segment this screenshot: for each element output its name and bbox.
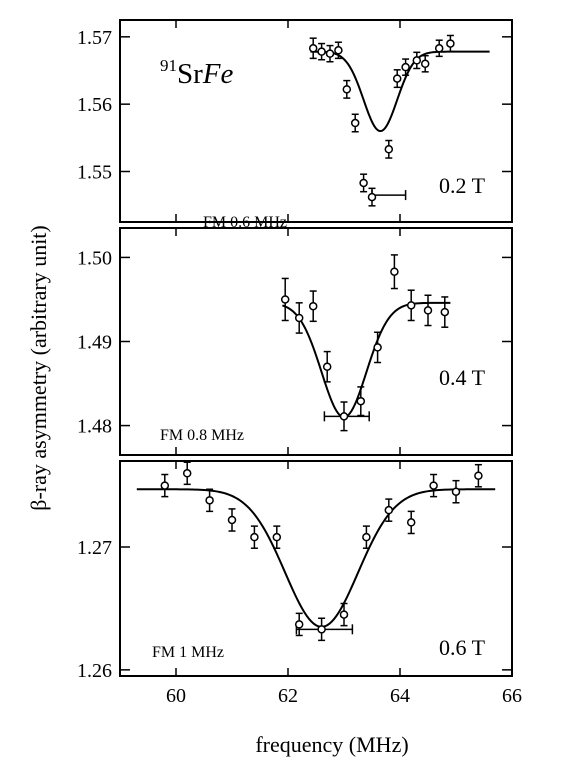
x-tick-label: 64 (390, 685, 410, 707)
data-point (373, 343, 382, 352)
panel-2: 1.48 1.49 1.50 0.4 T FM 0.8 MHz (77, 227, 513, 456)
data-point (339, 610, 349, 619)
y-tick-label: 1.26 (77, 660, 112, 682)
data-point (434, 44, 444, 53)
data-point (384, 145, 394, 154)
sample-mass: 91 (160, 56, 177, 75)
data-point (390, 267, 399, 276)
panels-group: 1.55 1.56 1.57 0.2 T FM 0.6 MHz 1.48 1.49 1.50 0… (77, 19, 522, 707)
x-tick-label: 66 (502, 685, 522, 707)
data-point (446, 39, 455, 48)
data-point (392, 74, 402, 83)
fit-curve (282, 301, 451, 419)
sample-label: 91SrFe (160, 56, 234, 90)
data-point (367, 192, 377, 202)
x-axis-label: frequency (MHz) (255, 732, 408, 757)
data-point (362, 532, 371, 542)
data-point (406, 518, 416, 527)
data-point (205, 496, 214, 505)
panel-frame (119, 460, 513, 677)
data-point (440, 307, 450, 317)
data-point (227, 515, 237, 525)
data-point (272, 532, 282, 542)
sample-element: Sr (177, 58, 203, 90)
y-tick-label: 1.55 (77, 162, 112, 184)
data-point (420, 59, 430, 69)
data-point (317, 625, 326, 634)
panel-1: 1.55 1.56 1.57 0.2 T FM 0.6 MHz (77, 19, 513, 231)
data-point (423, 306, 433, 315)
data-point (429, 481, 438, 490)
data-point (342, 85, 352, 94)
panel-3: 1.26 1.27 60 62 64 66 0.6 T FM 1 MHz (77, 460, 522, 707)
y-axis-label: β-ray asymmetry (arbitrary unit) (26, 225, 51, 510)
y-tick-label: 1.49 (77, 332, 112, 354)
x-tick-label: 62 (278, 685, 298, 707)
y-tick-label: 1.48 (77, 416, 112, 438)
data-point (280, 295, 290, 304)
data-point (317, 47, 326, 56)
fit-curve (310, 50, 490, 133)
panel-frame (119, 19, 513, 223)
data-point (356, 396, 366, 406)
data-point (384, 505, 394, 515)
labels-group: 91SrFe frequency (MHz) β-ray asymmetry (… (26, 56, 409, 757)
data-point (294, 313, 304, 323)
field-label: 0.2 T (439, 173, 486, 198)
field-label: 0.6 T (439, 635, 486, 660)
fm-label: FM 0.6 MHz (203, 214, 287, 231)
sample-host: Fe (202, 58, 234, 90)
x-tick-label: 60 (166, 685, 186, 707)
panel-frame (119, 227, 513, 456)
data-point (350, 118, 360, 128)
data-point (474, 471, 483, 480)
data-point (339, 412, 349, 421)
data-point (308, 44, 318, 53)
data-point (308, 301, 318, 311)
data-point (325, 49, 335, 58)
y-tick-label: 1.27 (77, 537, 112, 559)
y-tick-label: 1.57 (77, 27, 112, 49)
data-point (294, 620, 304, 629)
fm-label: FM 0.8 MHz (160, 427, 244, 444)
y-tick-label: 1.56 (77, 94, 112, 116)
fm-label: FM 1 MHz (152, 644, 224, 661)
data-point (322, 362, 332, 371)
data-point (359, 178, 368, 188)
data-point (401, 62, 410, 72)
data-point (182, 469, 192, 478)
data-point (160, 481, 170, 490)
fit-curve (136, 488, 496, 628)
data-point (412, 56, 422, 65)
field-label: 0.4 T (439, 365, 486, 390)
data-point (406, 301, 416, 310)
data-point (250, 532, 259, 542)
data-point (334, 46, 343, 55)
y-tick-label: 1.50 (77, 247, 112, 269)
data-point (451, 487, 461, 496)
